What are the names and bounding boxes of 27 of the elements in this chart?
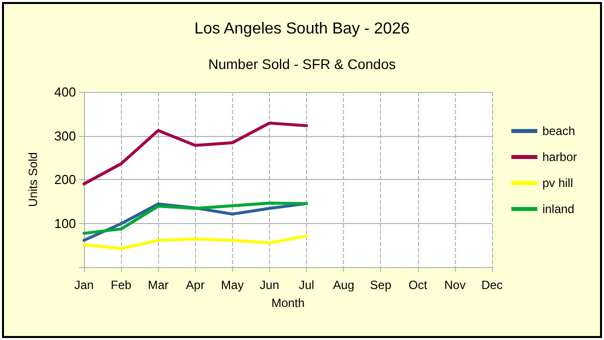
line-series	[82, 234, 308, 250]
chart-title: Los Angeles South Bay - 2026	[194, 20, 410, 38]
line-series	[82, 122, 308, 186]
y-tick-label: 200	[54, 172, 76, 187]
x-tick-label: Aug	[332, 278, 354, 292]
chart-subtitle: Number Sold - SFR & Condos	[208, 56, 396, 72]
x-tick-label: Jan	[74, 278, 94, 292]
x-tick-label: Apr	[186, 278, 205, 292]
line-series	[82, 202, 308, 235]
x-tick-label: Feb	[110, 278, 132, 292]
x-axis-title: Month	[271, 296, 305, 310]
x-tick-label: May	[221, 278, 244, 292]
y-tick-label: 300	[54, 128, 76, 144]
x-tick-label: Mar	[148, 278, 169, 292]
x-tick-label: Oct	[408, 278, 428, 292]
legend-label: beach	[542, 124, 576, 138]
x-tick-label: Nov	[444, 278, 466, 292]
y-axis-title: Units Sold	[26, 152, 40, 207]
legend-label: pv hill	[542, 176, 573, 190]
x-tick-label: Sep	[370, 278, 392, 292]
y-tick-label: 400	[54, 84, 76, 100]
x-tick-label: Jun	[260, 278, 280, 292]
x-tick-label: Dec	[481, 278, 503, 292]
x-tick-label: Jul	[298, 278, 314, 292]
legend-label: harbor	[542, 150, 578, 164]
legend-label: inland	[542, 202, 574, 216]
y-tick-label: 100	[54, 216, 76, 231]
